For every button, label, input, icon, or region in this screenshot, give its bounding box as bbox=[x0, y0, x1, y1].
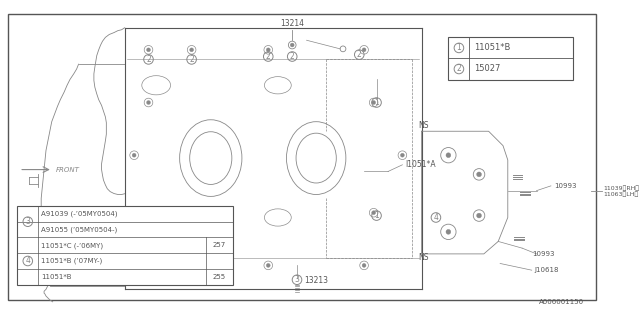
Circle shape bbox=[147, 263, 150, 267]
Circle shape bbox=[189, 48, 193, 52]
Text: 11051*B (’07MY-): 11051*B (’07MY-) bbox=[41, 258, 102, 264]
Text: 13213: 13213 bbox=[304, 276, 328, 284]
Text: 13214: 13214 bbox=[280, 19, 304, 28]
Text: 11051*B: 11051*B bbox=[41, 274, 72, 280]
Circle shape bbox=[147, 211, 150, 215]
Text: 15027: 15027 bbox=[474, 65, 500, 74]
Text: NS: NS bbox=[419, 121, 429, 130]
Text: 1: 1 bbox=[374, 98, 379, 107]
Circle shape bbox=[147, 48, 150, 52]
Text: 2: 2 bbox=[189, 55, 194, 64]
Circle shape bbox=[401, 153, 404, 157]
Text: A91039 (-’05MY0504): A91039 (-’05MY0504) bbox=[41, 211, 118, 217]
Circle shape bbox=[147, 100, 150, 104]
Circle shape bbox=[266, 263, 270, 267]
Text: NS: NS bbox=[419, 253, 429, 262]
Text: 3: 3 bbox=[294, 275, 300, 284]
Text: 1: 1 bbox=[456, 44, 461, 52]
Text: 3: 3 bbox=[26, 217, 30, 226]
Text: 2: 2 bbox=[266, 52, 271, 61]
Circle shape bbox=[477, 213, 481, 218]
Text: 1: 1 bbox=[374, 211, 379, 220]
Text: 11039〈RH〉: 11039〈RH〉 bbox=[604, 185, 640, 191]
Circle shape bbox=[446, 153, 451, 158]
Text: 4: 4 bbox=[433, 213, 438, 222]
Bar bbox=[17, 206, 233, 284]
Text: 10993: 10993 bbox=[532, 251, 554, 257]
Text: 255: 255 bbox=[213, 274, 226, 280]
Text: 2: 2 bbox=[146, 55, 151, 64]
Circle shape bbox=[362, 263, 366, 267]
Circle shape bbox=[266, 48, 270, 52]
Text: A91055 (’05MY0504-): A91055 (’05MY0504-) bbox=[41, 226, 118, 233]
Text: J10618: J10618 bbox=[534, 267, 559, 273]
Circle shape bbox=[362, 48, 366, 52]
Text: 4: 4 bbox=[26, 257, 30, 266]
Text: 11051*B: 11051*B bbox=[474, 44, 511, 52]
Text: FRONT: FRONT bbox=[56, 167, 79, 172]
Text: 11051*C (-’06MY): 11051*C (-’06MY) bbox=[41, 242, 103, 249]
Bar bbox=[449, 37, 573, 80]
Circle shape bbox=[291, 43, 294, 47]
Text: 2: 2 bbox=[290, 52, 294, 61]
Circle shape bbox=[372, 211, 376, 215]
Text: I1051*A: I1051*A bbox=[405, 160, 436, 169]
Text: A006001150: A006001150 bbox=[539, 299, 584, 305]
Circle shape bbox=[372, 100, 376, 104]
Text: 2: 2 bbox=[456, 65, 461, 74]
Text: 11063〈LH〉: 11063〈LH〉 bbox=[604, 192, 639, 197]
Circle shape bbox=[132, 153, 136, 157]
Circle shape bbox=[446, 229, 451, 234]
Circle shape bbox=[189, 263, 193, 267]
Text: 257: 257 bbox=[212, 242, 226, 248]
Text: 2: 2 bbox=[357, 50, 362, 59]
Circle shape bbox=[477, 172, 481, 177]
Text: 10993: 10993 bbox=[554, 183, 576, 189]
